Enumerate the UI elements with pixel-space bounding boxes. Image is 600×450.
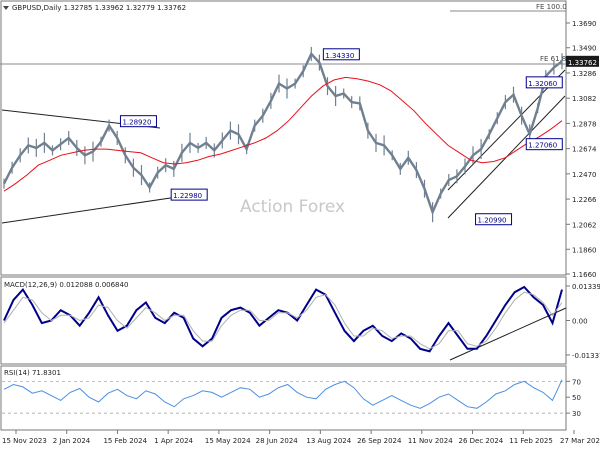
x-tick-label: 2 Jan 2024 <box>53 437 91 445</box>
rsi-tick-label: 70 <box>572 378 581 386</box>
x-axis: 15 Nov 2023 2 Jan 2024 15 Feb 2024 1 Apr 20… <box>2 430 600 445</box>
rsi-group <box>2 379 565 414</box>
price-axis: 1.3690 1.3490 1.3286 1.3082 1.2878 1.2674 1.24… <box>566 20 599 279</box>
price-label-box <box>525 138 563 151</box>
price-tick-label: 1.2674 <box>572 146 597 154</box>
x-tick-label: 13 Aug 2024 <box>306 437 351 445</box>
price-label: 1.22980 <box>173 192 202 200</box>
price-label-box <box>119 115 157 128</box>
dropdown-arrow-icon <box>3 6 9 10</box>
price-series-group <box>2 46 563 223</box>
header-text: GBPUSD,Daily 1.32785 1.33962 1.32779 1.3… <box>12 4 186 12</box>
price-label-box <box>170 188 208 201</box>
fe618-label: FE 61.8 <box>540 55 566 63</box>
price-label-box <box>475 213 513 226</box>
price-label: 1.28920 <box>122 119 151 127</box>
price-tick-label: 1.3082 <box>572 95 597 103</box>
macd-panel <box>0 276 567 365</box>
x-tick-label: 11 Feb 2025 <box>509 437 553 445</box>
x-tick-label: 1 Apr 2024 <box>154 437 193 445</box>
price-labels-group: 1.34330 1.28920 1.22980 1.32060 1.27060 1.209… <box>119 48 563 226</box>
price-panel <box>0 0 567 276</box>
price-tick-label: 1.2062 <box>572 221 597 229</box>
rsi-series-rsi <box>3 379 563 409</box>
upper-channel-line <box>447 69 566 191</box>
symbol-header: GBPUSD,Daily 1.32785 1.33962 1.32779 1.3… <box>3 4 186 12</box>
x-tick-label: 11 Nov 2024 <box>408 437 453 445</box>
macd-title: MACD(12,26,9) 0.012088 0.006840 <box>4 281 128 289</box>
last-price-badge <box>566 55 599 67</box>
macd-axis: 0.013392 0.00 -0.013378 <box>566 283 600 360</box>
rsi-tick-label: 30 <box>572 410 581 418</box>
price-tick-label: 1.1860 <box>572 246 597 254</box>
last-price-label: 1.33762 <box>568 59 597 67</box>
macd-tick-label: 0.00 <box>572 318 588 326</box>
watermark: Action Forex <box>240 197 345 217</box>
rsi-panel <box>0 365 567 431</box>
price-tick-label: 1.2266 <box>572 196 597 204</box>
rsi-axis: 70 50 30 <box>566 378 581 418</box>
series-price <box>2 51 563 216</box>
macd-series-signal <box>3 291 563 350</box>
x-tick-label: 27 Mar 2025 <box>560 437 600 445</box>
rsi-title: RSI(14) 71.8301 <box>4 369 61 377</box>
price-label: 1.20990 <box>478 217 507 225</box>
macd-group <box>3 285 563 353</box>
macd-series-macd <box>3 285 563 353</box>
x-tick-label: 26 Dec 2024 <box>459 437 504 445</box>
price-label: 1.32060 <box>528 80 557 88</box>
price-label-box <box>525 76 563 89</box>
rsi-tick-label: 50 <box>572 394 581 402</box>
x-tick-label: 28 Jun 2024 <box>256 437 299 445</box>
price-tick-label: 1.3690 <box>572 20 597 28</box>
x-tick-label: 15 Feb 2024 <box>103 437 147 445</box>
price-tick-label: 1.2470 <box>572 171 597 179</box>
fe100-label: FE 100.0 <box>536 3 567 11</box>
price-tick-label: 1.1660 <box>572 271 597 279</box>
price-tick-label: 1.2878 <box>572 120 597 128</box>
lower-triangle-line <box>1 192 205 224</box>
macd-tick-label: 0.013392 <box>572 283 600 291</box>
price-tick-label: 1.3490 <box>572 45 597 53</box>
price-label-box <box>322 48 360 61</box>
price-label: 1.27060 <box>528 142 557 150</box>
price-tick-label: 1.3286 <box>572 70 597 78</box>
macd-tick-label: -0.013378 <box>572 352 600 360</box>
x-tick-label: 26 Sep 2024 <box>357 437 402 445</box>
macd-trend-line <box>449 307 567 361</box>
x-tick-label: 15 May 2024 <box>205 437 251 445</box>
series-ma <box>3 76 563 192</box>
price-label: 1.34330 <box>325 52 354 60</box>
x-tick-label: 15 Nov 2023 <box>2 437 47 445</box>
